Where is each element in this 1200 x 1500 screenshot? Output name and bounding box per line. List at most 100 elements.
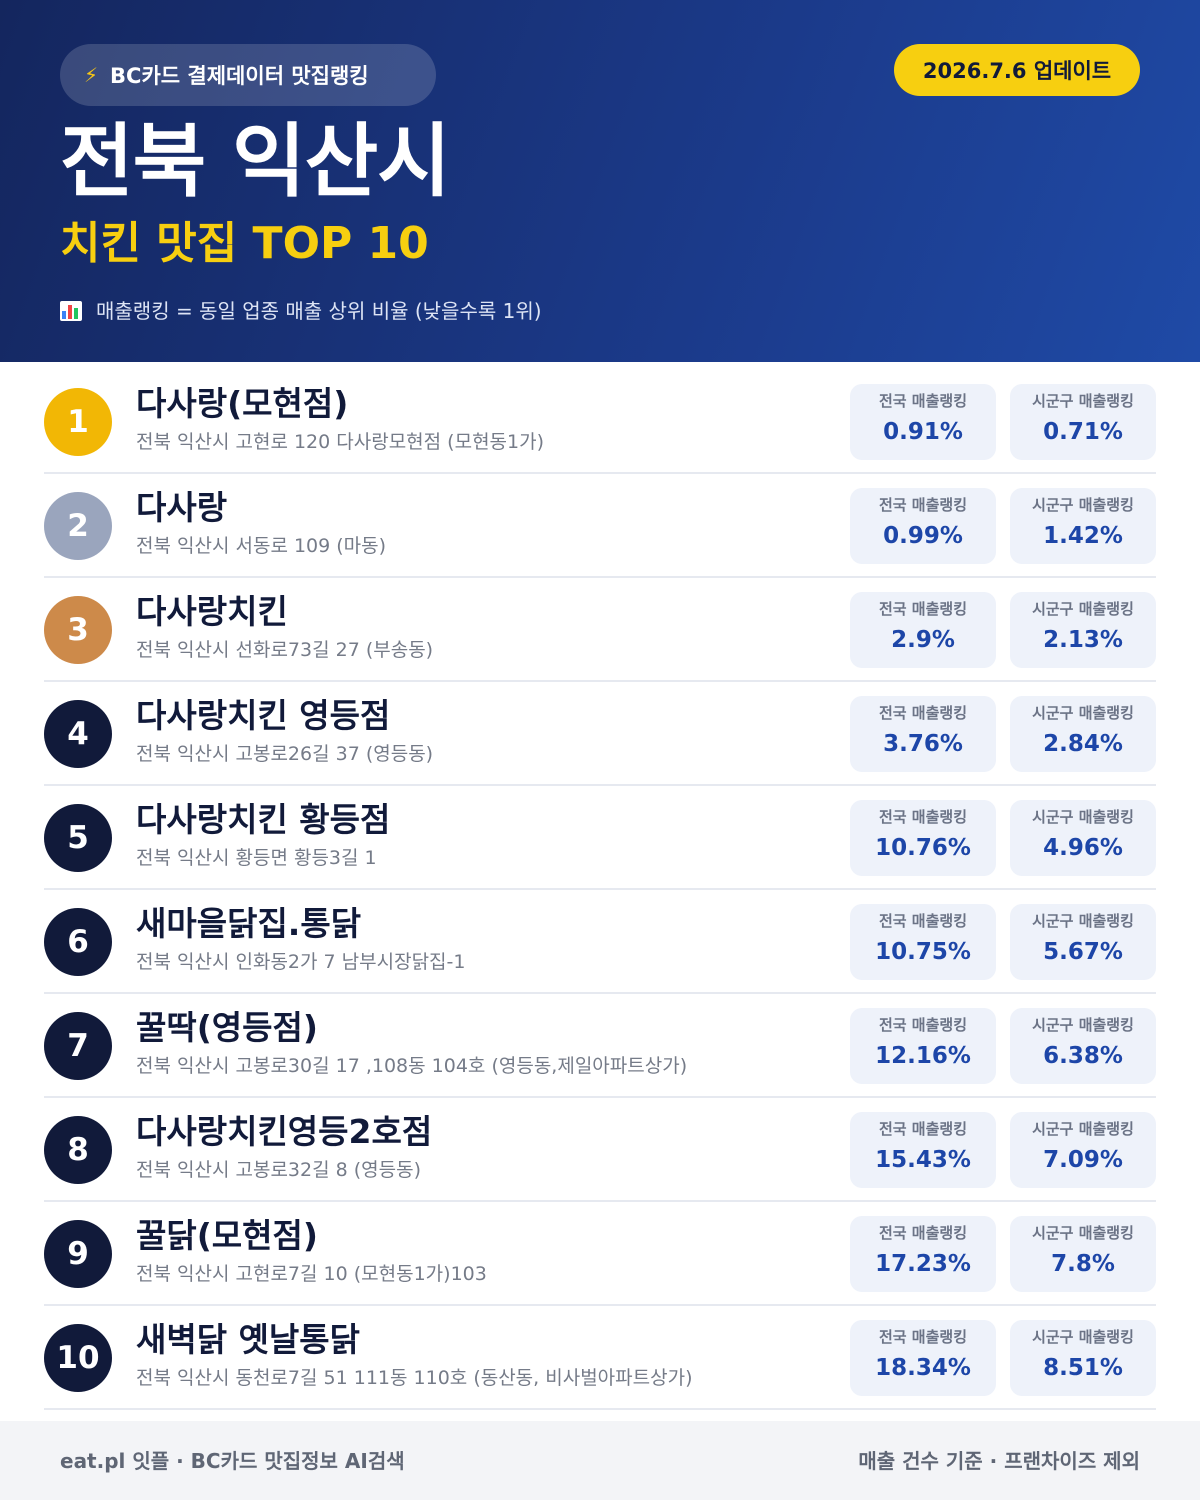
- restaurant-address: 전북 익산시 서동로 109 (마동): [136, 535, 387, 557]
- national-ranking-value: 2.9%: [891, 627, 955, 653]
- restaurant-name: 다사랑치킨영등2호점: [136, 1112, 433, 1151]
- rank-badge: 9: [44, 1220, 112, 1288]
- national-ranking-label: 전국 매출랭킹: [878, 808, 968, 826]
- rank-badge: 4: [44, 700, 112, 768]
- footer-criteria: 매출 건수 기준 · 프랜차이즈 제외: [858, 1449, 1140, 1473]
- restaurant-address: 전북 익산시 동천로7길 51 111동 110호 (동산동, 비사벌아파트상가…: [136, 1367, 693, 1389]
- national-ranking-card: 전국 매출랭킹 0.91%: [850, 384, 996, 460]
- national-ranking-card: 전국 매출랭킹 2.9%: [850, 592, 996, 668]
- restaurant-address: 전북 익산시 인화동2가 7 남부시장닭집-1: [136, 951, 466, 973]
- district-ranking-label: 시군구 매출랭킹: [1032, 808, 1134, 826]
- ranking-note: 매출랭킹 = 동일 업종 매출 상위 비율 (낮을수록 1위): [60, 296, 542, 326]
- page-subtitle: 치킨 맛집 TOP 10: [60, 218, 429, 269]
- national-ranking-card: 전국 매출랭킹 18.34%: [850, 1320, 996, 1396]
- restaurant-address: 전북 익산시 고봉로32길 8 (영등동): [136, 1159, 422, 1181]
- national-ranking-label: 전국 매출랭킹: [878, 1120, 968, 1138]
- district-ranking-label: 시군구 매출랭킹: [1032, 912, 1134, 930]
- restaurant-address: 전북 익산시 고현로 120 다사랑모현점 (모현동1가): [136, 431, 545, 453]
- national-ranking-value: 12.16%: [875, 1043, 971, 1069]
- restaurant-name: 새마을닭집.통닭: [136, 904, 362, 943]
- district-ranking-label: 시군구 매출랭킹: [1032, 1120, 1134, 1138]
- national-ranking-value: 3.76%: [883, 731, 963, 757]
- district-ranking-card: 시군구 매출랭킹 6.38%: [1010, 1008, 1156, 1084]
- rank-badge: 1: [44, 388, 112, 456]
- restaurant-address: 전북 익산시 고현로7길 10 (모현동1가)103: [136, 1263, 487, 1285]
- district-ranking-label: 시군구 매출랭킹: [1032, 1328, 1134, 1346]
- restaurant-name: 다사랑(모현점): [136, 384, 349, 423]
- page-title: 전북 익산시: [60, 115, 451, 208]
- list-item[interactable]: 9 꿀닭(모현점) 전북 익산시 고현로7길 10 (모현동1가)103 전국 …: [44, 1202, 1156, 1306]
- district-ranking-label: 시군구 매출랭킹: [1032, 600, 1134, 618]
- district-ranking-card: 시군구 매출랭킹 8.51%: [1010, 1320, 1156, 1396]
- update-date-badge: 2026.7.6 업데이트: [894, 44, 1140, 96]
- district-ranking-card: 시군구 매출랭킹 1.42%: [1010, 488, 1156, 564]
- list-item[interactable]: 10 새벽닭 옛날통닭 전북 익산시 동천로7길 51 111동 110호 (동…: [44, 1306, 1156, 1410]
- district-ranking-value: 7.09%: [1043, 1147, 1123, 1173]
- national-ranking-card: 전국 매출랭킹 12.16%: [850, 1008, 996, 1084]
- national-ranking-value: 0.99%: [883, 523, 963, 549]
- national-ranking-value: 15.43%: [875, 1147, 971, 1173]
- list-item[interactable]: 5 다사랑치킨 황등점 전북 익산시 황등면 황등3길 1 전국 매출랭킹 10…: [44, 786, 1156, 890]
- district-ranking-card: 시군구 매출랭킹 0.71%: [1010, 384, 1156, 460]
- national-ranking-label: 전국 매출랭킹: [878, 1224, 968, 1242]
- national-ranking-label: 전국 매출랭킹: [878, 1328, 968, 1346]
- header-banner: ⚡ BC카드 결제데이터 맛집랭킹 2026.7.6 업데이트 전북 익산시 치…: [0, 0, 1200, 362]
- district-ranking-card: 시군구 매출랭킹 4.96%: [1010, 800, 1156, 876]
- national-ranking-value: 17.23%: [875, 1251, 971, 1277]
- bar-chart-icon: [60, 301, 82, 321]
- source-badge: ⚡ BC카드 결제데이터 맛집랭킹: [60, 44, 436, 106]
- restaurant-list: 1 다사랑(모현점) 전북 익산시 고현로 120 다사랑모현점 (모현동1가)…: [44, 370, 1156, 1410]
- rank-badge: 3: [44, 596, 112, 664]
- district-ranking-value: 2.84%: [1043, 731, 1123, 757]
- restaurant-address: 전북 익산시 고봉로30길 17 ,108동 104호 (영등동,제일아파트상가…: [136, 1055, 688, 1077]
- district-ranking-label: 시군구 매출랭킹: [1032, 392, 1134, 410]
- national-ranking-card: 전국 매출랭킹 17.23%: [850, 1216, 996, 1292]
- ranking-note-text: 매출랭킹 = 동일 업종 매출 상위 비율 (낮을수록 1위): [96, 299, 542, 323]
- national-ranking-label: 전국 매출랭킹: [878, 600, 968, 618]
- list-item[interactable]: 7 꿀딱(영등점) 전북 익산시 고봉로30길 17 ,108동 104호 (영…: [44, 994, 1156, 1098]
- district-ranking-card: 시군구 매출랭킹 2.13%: [1010, 592, 1156, 668]
- rank-badge: 6: [44, 908, 112, 976]
- district-ranking-label: 시군구 매출랭킹: [1032, 1016, 1134, 1034]
- district-ranking-value: 5.67%: [1043, 939, 1123, 965]
- national-ranking-value: 0.91%: [883, 419, 963, 445]
- restaurant-address: 전북 익산시 고봉로26길 37 (영등동): [136, 743, 434, 765]
- restaurant-name: 다사랑치킨: [136, 592, 288, 631]
- district-ranking-label: 시군구 매출랭킹: [1032, 1224, 1134, 1242]
- national-ranking-card: 전국 매출랭킹 0.99%: [850, 488, 996, 564]
- district-ranking-value: 1.42%: [1043, 523, 1123, 549]
- restaurant-name: 꿀딱(영등점): [136, 1008, 318, 1047]
- list-item[interactable]: 6 새마을닭집.통닭 전북 익산시 인화동2가 7 남부시장닭집-1 전국 매출…: [44, 890, 1156, 994]
- national-ranking-card: 전국 매출랭킹 15.43%: [850, 1112, 996, 1188]
- district-ranking-value: 6.38%: [1043, 1043, 1123, 1069]
- national-ranking-value: 10.75%: [875, 939, 971, 965]
- rank-badge: 2: [44, 492, 112, 560]
- rank-badge: 5: [44, 804, 112, 872]
- national-ranking-value: 10.76%: [875, 835, 971, 861]
- restaurant-address: 전북 익산시 황등면 황등3길 1: [136, 847, 377, 869]
- district-ranking-value: 7.8%: [1051, 1251, 1115, 1277]
- list-item[interactable]: 3 다사랑치킨 전북 익산시 선화로73길 27 (부송동) 전국 매출랭킹 2…: [44, 578, 1156, 682]
- lightning-icon: ⚡: [84, 63, 99, 87]
- national-ranking-card: 전국 매출랭킹 10.75%: [850, 904, 996, 980]
- list-item[interactable]: 8 다사랑치킨영등2호점 전북 익산시 고봉로32길 8 (영등동) 전국 매출…: [44, 1098, 1156, 1202]
- district-ranking-card: 시군구 매출랭킹 5.67%: [1010, 904, 1156, 980]
- national-ranking-label: 전국 매출랭킹: [878, 1016, 968, 1034]
- national-ranking-label: 전국 매출랭킹: [878, 912, 968, 930]
- list-item[interactable]: 2 다사랑 전북 익산시 서동로 109 (마동) 전국 매출랭킹 0.99% …: [44, 474, 1156, 578]
- rank-badge: 7: [44, 1012, 112, 1080]
- district-ranking-value: 0.71%: [1043, 419, 1123, 445]
- national-ranking-label: 전국 매출랭킹: [878, 496, 968, 514]
- national-ranking-label: 전국 매출랭킹: [878, 704, 968, 722]
- restaurant-name: 새벽닭 옛날통닭: [136, 1320, 361, 1359]
- restaurant-name: 다사랑치킨 황등점: [136, 800, 391, 839]
- restaurant-name: 꿀닭(모현점): [136, 1216, 318, 1255]
- national-ranking-value: 18.34%: [875, 1355, 971, 1381]
- district-ranking-card: 시군구 매출랭킹 7.8%: [1010, 1216, 1156, 1292]
- list-item[interactable]: 4 다사랑치킨 영등점 전북 익산시 고봉로26길 37 (영등동) 전국 매출…: [44, 682, 1156, 786]
- restaurant-name: 다사랑치킨 영등점: [136, 696, 391, 735]
- list-item[interactable]: 1 다사랑(모현점) 전북 익산시 고현로 120 다사랑모현점 (모현동1가)…: [44, 370, 1156, 474]
- footer: eat.pl 잇플 · BC카드 맛집정보 AI검색 매출 건수 기준 · 프랜…: [0, 1421, 1200, 1500]
- district-ranking-value: 4.96%: [1043, 835, 1123, 861]
- district-ranking-value: 8.51%: [1043, 1355, 1123, 1381]
